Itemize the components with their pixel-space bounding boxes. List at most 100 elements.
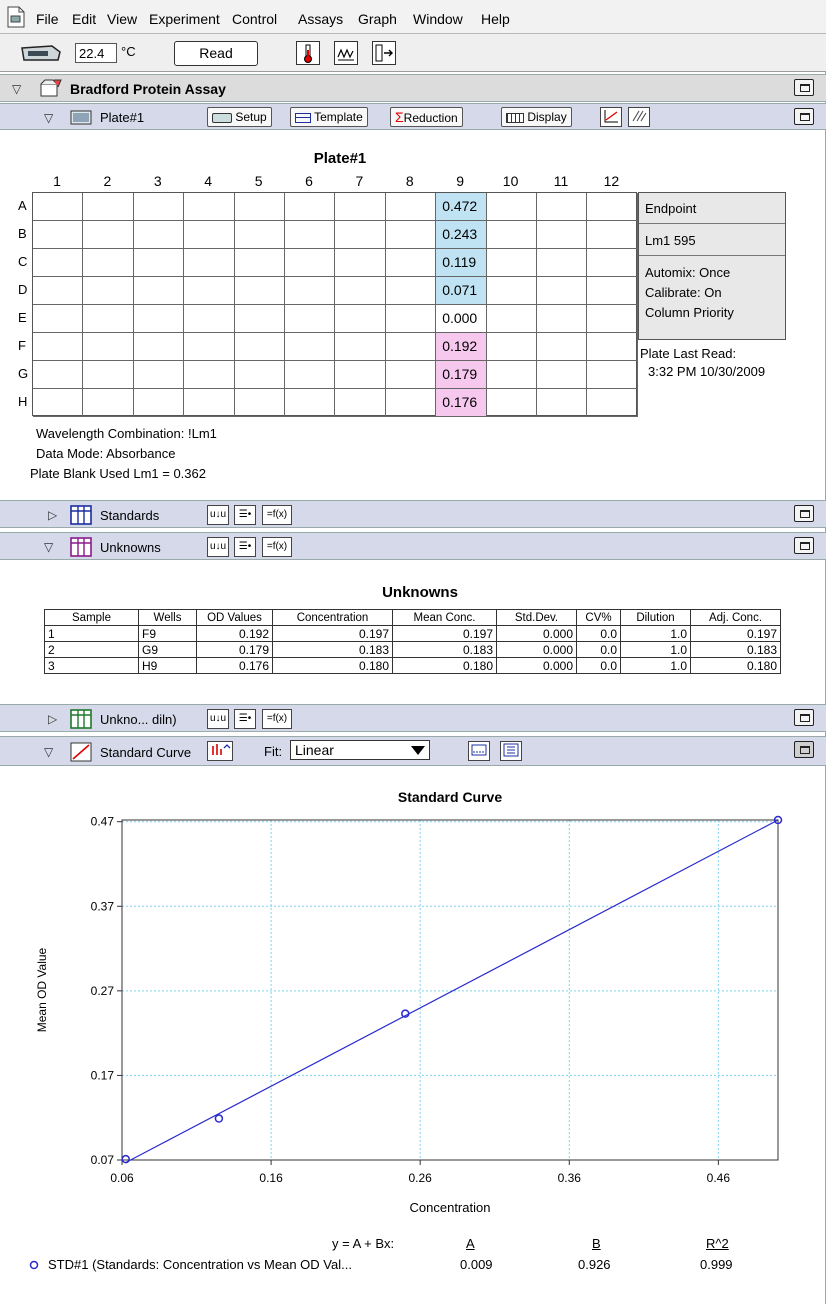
column-label[interactable]: 2	[103, 173, 112, 189]
plate-well[interactable]	[486, 193, 537, 221]
row-label[interactable]: F	[18, 338, 26, 353]
plate-well[interactable]	[83, 193, 134, 221]
plate-well[interactable]: 0.472	[436, 193, 487, 221]
plate-well[interactable]	[133, 333, 185, 361]
plate-well[interactable]	[587, 305, 638, 333]
unknowns-window-button[interactable]	[794, 537, 814, 554]
column-header[interactable]: Concentration	[272, 609, 393, 626]
plate-well[interactable]	[184, 333, 235, 361]
plate-well[interactable]	[133, 389, 185, 417]
plate-well[interactable]	[133, 193, 185, 221]
plate-well[interactable]	[486, 333, 537, 361]
plate-well[interactable]	[184, 305, 235, 333]
plate-well[interactable]	[587, 249, 638, 277]
plate-well[interactable]	[486, 277, 537, 305]
document-icon[interactable]	[6, 6, 26, 28]
plate-well[interactable]: 0.243	[436, 221, 487, 249]
plate-well[interactable]	[385, 305, 437, 333]
menu-experiment[interactable]: Experiment	[149, 11, 220, 27]
plate-well[interactable]	[537, 221, 588, 249]
plate-well[interactable]: 0.179	[436, 361, 487, 389]
plate-well[interactable]	[385, 193, 437, 221]
column-header[interactable]: Sample	[44, 609, 139, 626]
plate-well[interactable]	[133, 221, 185, 249]
plate-window-button[interactable]	[794, 108, 814, 125]
data-point[interactable]	[401, 1009, 410, 1018]
plate-well[interactable]	[133, 305, 185, 333]
unknowns-section-header[interactable]: ▽ Unknowns u↓u ☰• =f(x)	[0, 532, 826, 560]
plate-well[interactable]	[335, 193, 386, 221]
plate-well[interactable]	[83, 389, 134, 417]
fit-type-select[interactable]: Linear	[290, 740, 430, 760]
plate-well[interactable]	[587, 389, 638, 417]
plate-well[interactable]	[587, 221, 638, 249]
plate-well[interactable]	[486, 221, 537, 249]
plate-section-header[interactable]: ▽ Plate#1 Setup Template ΣReduction Disp…	[0, 103, 826, 130]
column-label[interactable]: 5	[254, 173, 263, 189]
plate-well[interactable]	[486, 249, 537, 277]
plate-well[interactable]	[486, 305, 537, 333]
spectrum-icon[interactable]	[334, 41, 358, 65]
plate-well[interactable]	[33, 221, 84, 249]
plate-well[interactable]	[33, 333, 84, 361]
plate-well[interactable]	[133, 361, 185, 389]
column-label[interactable]: 1	[53, 173, 61, 189]
plate-well[interactable]	[234, 361, 285, 389]
menu-control[interactable]: Control	[232, 11, 278, 27]
plate-well[interactable]	[184, 277, 235, 305]
plate-well[interactable]	[234, 277, 285, 305]
column-label[interactable]: 8	[405, 173, 414, 189]
plate-well[interactable]	[587, 333, 638, 361]
data-point[interactable]	[773, 815, 783, 825]
plate-well[interactable]	[537, 333, 588, 361]
plate-well[interactable]	[335, 249, 386, 277]
standards-section-header[interactable]: ▷ Standards u↓u ☰• =f(x)	[0, 500, 826, 528]
legend-icon[interactable]	[500, 741, 522, 761]
plate-well[interactable]	[234, 389, 285, 417]
axis-scale-icon[interactable]	[468, 741, 490, 761]
plate-well[interactable]	[537, 193, 588, 221]
table-row[interactable]: 2 G9 0.179 0.183 0.183 0.000 0.0 1.0 0.183	[44, 641, 781, 658]
plot-area[interactable]	[121, 819, 779, 1161]
menu-window[interactable]: Window	[413, 11, 463, 27]
experiment-header[interactable]: ▽ Bradford Protein Assay	[0, 74, 826, 102]
column-header[interactable]: Dilution	[620, 609, 691, 626]
plate-well[interactable]	[335, 333, 386, 361]
collapse-triangle-icon[interactable]: ▽	[12, 82, 22, 96]
column-label[interactable]: 6	[305, 173, 313, 189]
plate-well[interactable]	[335, 361, 386, 389]
column-label[interactable]: 4	[204, 173, 213, 189]
plate-well[interactable]	[537, 277, 588, 305]
data-point[interactable]	[214, 1114, 224, 1123]
plate-well[interactable]	[385, 333, 437, 361]
curve-options-icon[interactable]	[207, 741, 233, 761]
expand-triangle-icon[interactable]: ▷	[48, 508, 58, 522]
unknowns-diln-section-header[interactable]: ▷ Unkno... diln) u↓u ☰• =f(x)	[0, 704, 826, 732]
sort-icon[interactable]: u↓u	[207, 537, 229, 557]
plate-well[interactable]	[537, 249, 588, 277]
column-header[interactable]: Mean Conc.	[392, 609, 497, 626]
column-header[interactable]: Wells	[138, 609, 197, 626]
read-button[interactable]: Read	[174, 41, 258, 66]
menu-edit[interactable]: Edit	[72, 11, 97, 27]
temperature-field[interactable]: 22.4	[75, 43, 117, 63]
reduction-button[interactable]: ΣReduction	[390, 107, 463, 127]
plate-well[interactable]	[537, 389, 588, 417]
plate-well[interactable]	[587, 277, 638, 305]
thermometer-icon[interactable]	[296, 41, 320, 65]
data-point[interactable]	[121, 1154, 130, 1164]
plate-well[interactable]	[83, 305, 134, 333]
column-label[interactable]: 7	[355, 173, 364, 189]
plate-well[interactable]	[537, 361, 588, 389]
plate-well[interactable]	[385, 277, 437, 305]
setup-button[interactable]: Setup	[207, 107, 272, 127]
unknowns-diln-window-button[interactable]	[794, 709, 814, 726]
columns-icon[interactable]: ☰•	[234, 505, 256, 525]
plate-well[interactable]	[133, 249, 185, 277]
column-label[interactable]: 10	[502, 173, 519, 189]
plate-well[interactable]	[486, 389, 537, 417]
plate-well[interactable]	[285, 333, 336, 361]
plate-well[interactable]	[335, 221, 386, 249]
plate-drawer-icon[interactable]	[372, 41, 396, 65]
row-label[interactable]: G	[18, 366, 29, 381]
